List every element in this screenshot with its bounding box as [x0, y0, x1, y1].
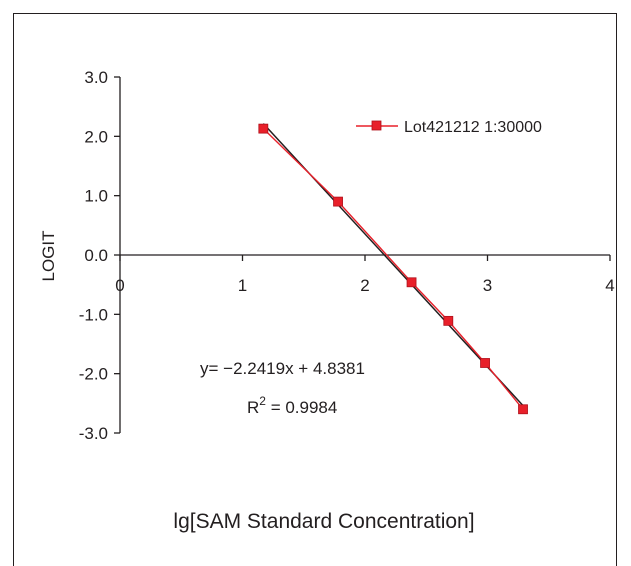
y-tick-label: -2.0: [79, 365, 108, 384]
data-point: [518, 404, 528, 415]
data-point: [406, 277, 417, 288]
series-line: [262, 128, 524, 410]
x-tick-label: 2: [360, 276, 369, 295]
data-point: [258, 123, 269, 134]
y-tick-label: 0.0: [84, 246, 108, 265]
y-tick-label: 1.0: [84, 187, 108, 206]
data-point: [480, 358, 490, 368]
series-group: [258, 123, 528, 415]
r-squared: R2 = 0.9984: [247, 394, 337, 417]
data-point: [443, 315, 454, 326]
x-tick-label: 0: [115, 276, 124, 295]
chart-frame: [13, 13, 617, 566]
ticks: 3.0 2.0 1.0 0.0 -1.0 -2.0 -3.0 0 1 2 3 4: [79, 68, 615, 443]
x-axis-title: lg[SAM Standard Concentration]: [173, 510, 474, 533]
y-tick-label: 3.0: [84, 68, 108, 87]
x-tick-label: 4: [605, 276, 614, 295]
x-tick-label: 1: [238, 276, 247, 295]
data-point: [333, 196, 343, 207]
legend-marker: [371, 120, 382, 131]
fit-equation: y= −2.2419x + 4.8381: [200, 359, 365, 378]
legend-label: Lot421212 1:30000: [404, 119, 542, 136]
legend: Lot421212 1:30000: [356, 119, 542, 136]
y-axis-title: LOGIT: [39, 230, 58, 281]
y-tick-label: -3.0: [79, 424, 108, 443]
y-tick-label: -1.0: [79, 305, 108, 324]
y-tick-label: 2.0: [84, 127, 108, 146]
x-tick-label: 3: [483, 276, 492, 295]
